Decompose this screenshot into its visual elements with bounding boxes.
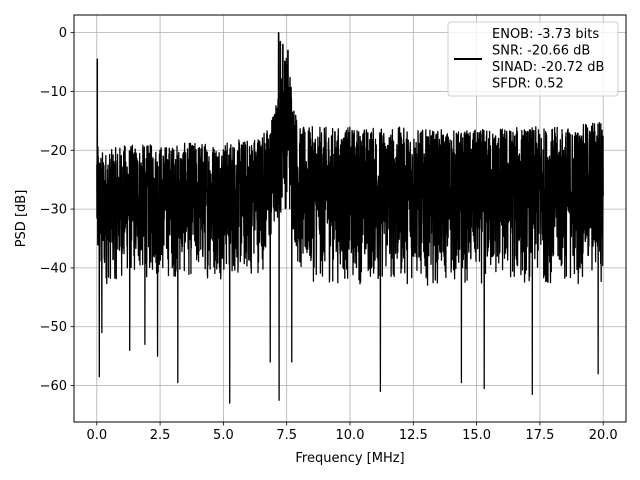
y-tick-label: 0 [59,26,67,41]
x-tick-label: 17.5 [525,428,554,443]
y-axis: 0 −10 −20 −30 −40 −50 −60 [40,26,74,394]
legend-sfdr: SFDR: 0.52 [492,77,564,92]
x-tick-label: 10.0 [336,428,365,443]
x-tick-label: 5.0 [213,428,234,443]
x-tick-label: 0.0 [86,428,107,443]
y-tick-label: −50 [40,320,67,335]
legend-enob: ENOB: -3.73 bits [492,27,599,42]
x-tick-label: 15.0 [462,428,491,443]
y-tick-label: −60 [40,379,67,394]
x-tick-label: 2.5 [150,428,171,443]
legend-snr: SNR: -20.66 dB [492,44,590,59]
x-axis: 0.0 2.5 5.0 7.5 10.0 12.5 15.0 17.5 20.0 [86,422,618,443]
legend: ENOB: -3.73 bits SNR: -20.66 dB SINAD: -… [447,21,619,97]
y-axis-label: PSD [dB] [14,190,29,248]
x-axis-label: Frequency [MHz] [295,451,404,466]
y-tick-label: −20 [40,144,67,159]
x-tick-label: 12.5 [399,428,428,443]
y-tick-label: −30 [40,203,67,218]
legend-box [447,21,619,97]
legend-sinad: SINAD: -20.72 dB [492,60,604,75]
y-tick-label: −10 [40,85,67,100]
y-tick-label: −40 [40,261,67,276]
psd-series-line [96,31,604,404]
x-tick-label: 20.0 [589,428,618,443]
series-layer [96,31,604,404]
x-tick-label: 7.5 [276,428,297,443]
